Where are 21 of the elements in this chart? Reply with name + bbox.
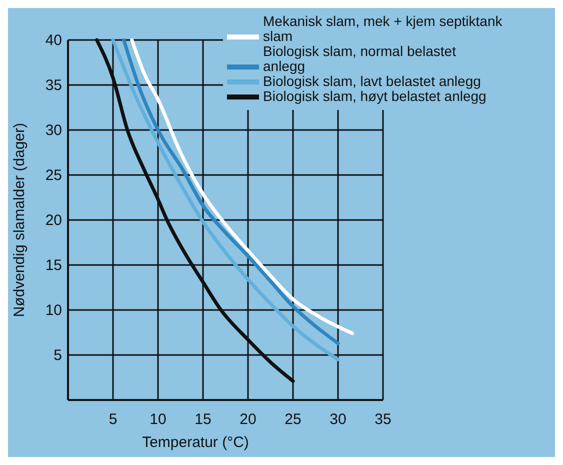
y-tick-label: 30 (45, 122, 62, 139)
x-tick-label: 35 (374, 411, 392, 428)
legend-label: Mekanisk slam, mek + kjem septiktank slam (263, 13, 504, 44)
y-tick-label: 15 (45, 257, 62, 274)
x-tick-label: 5 (108, 411, 118, 428)
x-tick-label: 10 (150, 411, 166, 428)
y-axis-title: Nødvendig slamalder (dager) (11, 122, 28, 318)
y-tick-label: 5 (54, 347, 62, 364)
x-tick-label: 20 (240, 411, 256, 428)
x-tick-label: 15 (194, 411, 212, 428)
legend-label: Biologisk slam, høyt belastet anlegg (263, 88, 486, 104)
y-tick-label: 25 (45, 167, 62, 184)
y-tick-label: 20 (45, 212, 62, 229)
y-tick-label: 10 (45, 302, 62, 319)
y-tick-label: 40 (45, 32, 62, 49)
y-tick-label: 35 (45, 77, 62, 94)
legend-label: Biologisk slam, lavt belastet anlegg (263, 73, 481, 89)
x-tick-label: 25 (284, 411, 302, 428)
legend-label: Biologisk slam, normal belastet anlegg (263, 43, 456, 74)
x-axis-title: Temperatur (°C) (142, 434, 249, 451)
x-tick-label: 30 (330, 411, 346, 428)
